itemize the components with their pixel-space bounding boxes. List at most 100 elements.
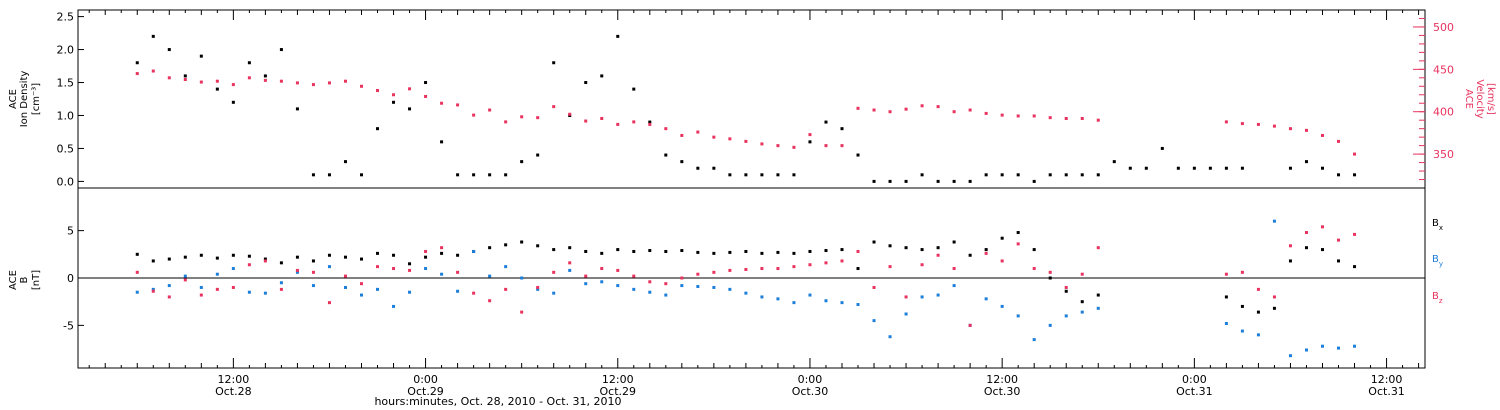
velocity-point bbox=[824, 144, 828, 148]
x-tick-date-label: Oct.29 bbox=[600, 385, 637, 398]
bz-point bbox=[584, 274, 588, 278]
top-left-tick-label: 1.0 bbox=[57, 109, 75, 122]
by-point bbox=[199, 285, 203, 289]
by-point bbox=[1016, 314, 1020, 318]
velocity-point bbox=[632, 120, 636, 124]
velocity-point bbox=[712, 135, 716, 139]
ion-density-point bbox=[167, 48, 171, 52]
top-left-tick-label: 0.5 bbox=[57, 142, 75, 155]
top-panel-frame bbox=[77, 9, 1426, 189]
bx-point bbox=[1048, 276, 1052, 280]
bz-point bbox=[600, 267, 604, 271]
ion-density-point bbox=[984, 173, 988, 177]
by-point bbox=[327, 265, 331, 269]
bx-point bbox=[648, 249, 652, 253]
velocity-point bbox=[376, 89, 380, 93]
ion-density-point bbox=[856, 153, 860, 157]
bx-point bbox=[1353, 265, 1357, 269]
bx-point bbox=[824, 249, 828, 253]
velocity-point bbox=[888, 110, 892, 114]
ion-density-point bbox=[1288, 166, 1292, 170]
bx-point bbox=[1240, 304, 1244, 308]
bz-point bbox=[664, 282, 668, 286]
bz-point bbox=[872, 285, 876, 289]
bz-point bbox=[279, 287, 283, 291]
ion-density-point bbox=[1112, 160, 1116, 164]
x-tick-time-label: 0:00 bbox=[798, 373, 823, 386]
bx-point bbox=[840, 248, 844, 252]
velocity-point bbox=[1353, 152, 1357, 156]
velocity-point bbox=[680, 133, 684, 137]
bz-point bbox=[199, 293, 203, 297]
velocity-point bbox=[1288, 127, 1292, 131]
velocity-point bbox=[1240, 122, 1244, 126]
ion-density-point bbox=[1208, 166, 1212, 170]
bx-point bbox=[263, 257, 267, 261]
bx-point bbox=[776, 250, 780, 254]
ion-density-point bbox=[1176, 166, 1180, 170]
velocity-point bbox=[856, 106, 860, 110]
bx-point bbox=[392, 253, 396, 257]
top-ylabel-line1: ACE bbox=[8, 89, 19, 109]
bz-point bbox=[183, 278, 187, 282]
bz-point bbox=[1224, 272, 1228, 276]
by-point bbox=[616, 284, 620, 288]
bottom-left-tick-label: 0 bbox=[67, 272, 74, 285]
velocity-point bbox=[1080, 116, 1084, 120]
bz-point bbox=[1288, 244, 1292, 248]
velocity-point bbox=[1048, 116, 1052, 120]
ion-density-point bbox=[1240, 166, 1244, 170]
ion-density-point bbox=[456, 173, 460, 177]
bx-point bbox=[936, 246, 940, 250]
by-point bbox=[952, 284, 956, 288]
velocity-point bbox=[1000, 113, 1004, 117]
velocity-point bbox=[167, 76, 171, 80]
by-point bbox=[504, 265, 508, 269]
bx-point bbox=[1256, 310, 1260, 314]
ion-density-point bbox=[728, 173, 732, 177]
bx-point bbox=[584, 249, 588, 253]
velocity-point bbox=[1256, 122, 1260, 126]
bz-point bbox=[1048, 270, 1052, 274]
velocity-point bbox=[408, 87, 412, 91]
bx-point bbox=[327, 253, 331, 257]
velocity-point bbox=[568, 112, 572, 116]
velocity-point bbox=[1032, 114, 1036, 118]
ion-density-point bbox=[1337, 173, 1341, 177]
by-point bbox=[920, 295, 924, 299]
bx-point bbox=[1000, 236, 1004, 240]
by-point bbox=[600, 280, 604, 284]
bx-point bbox=[952, 240, 956, 244]
ion-density-point bbox=[648, 120, 652, 124]
bz-point bbox=[1304, 231, 1308, 235]
ion-density-point bbox=[888, 179, 892, 183]
by-point bbox=[408, 290, 412, 294]
bz-point bbox=[968, 323, 972, 327]
bz-point bbox=[984, 251, 988, 255]
by-point bbox=[215, 272, 219, 276]
ion-density-point bbox=[263, 74, 267, 78]
by-point bbox=[1337, 346, 1341, 350]
top-ylabel-line3: [cm⁻³] bbox=[31, 83, 42, 115]
bx-point bbox=[616, 248, 620, 252]
bx-point bbox=[792, 251, 796, 255]
x-tick-time-label: 12:00 bbox=[602, 373, 634, 386]
ion-density-point bbox=[1000, 173, 1004, 177]
bx-point bbox=[696, 250, 700, 254]
bz-point bbox=[408, 268, 412, 272]
velocity-point bbox=[760, 142, 764, 146]
velocity-point bbox=[311, 83, 315, 87]
by-point bbox=[151, 287, 155, 291]
top-left-tick-label: 0.0 bbox=[57, 175, 75, 188]
bz-point bbox=[520, 310, 524, 314]
x-tick-time-label: 12:00 bbox=[986, 373, 1018, 386]
bx-point bbox=[504, 243, 508, 247]
ion-density-point bbox=[664, 153, 668, 157]
x-tick-time-label: 12:00 bbox=[1371, 373, 1403, 386]
by-point bbox=[1240, 329, 1244, 333]
ion-density-point bbox=[472, 173, 476, 177]
by-point bbox=[311, 284, 315, 288]
ion-density-point bbox=[584, 81, 588, 85]
x-tick-date-label: Oct.28 bbox=[215, 385, 252, 398]
top-right-axis: 350 400 450 500 bbox=[1413, 17, 1454, 181]
